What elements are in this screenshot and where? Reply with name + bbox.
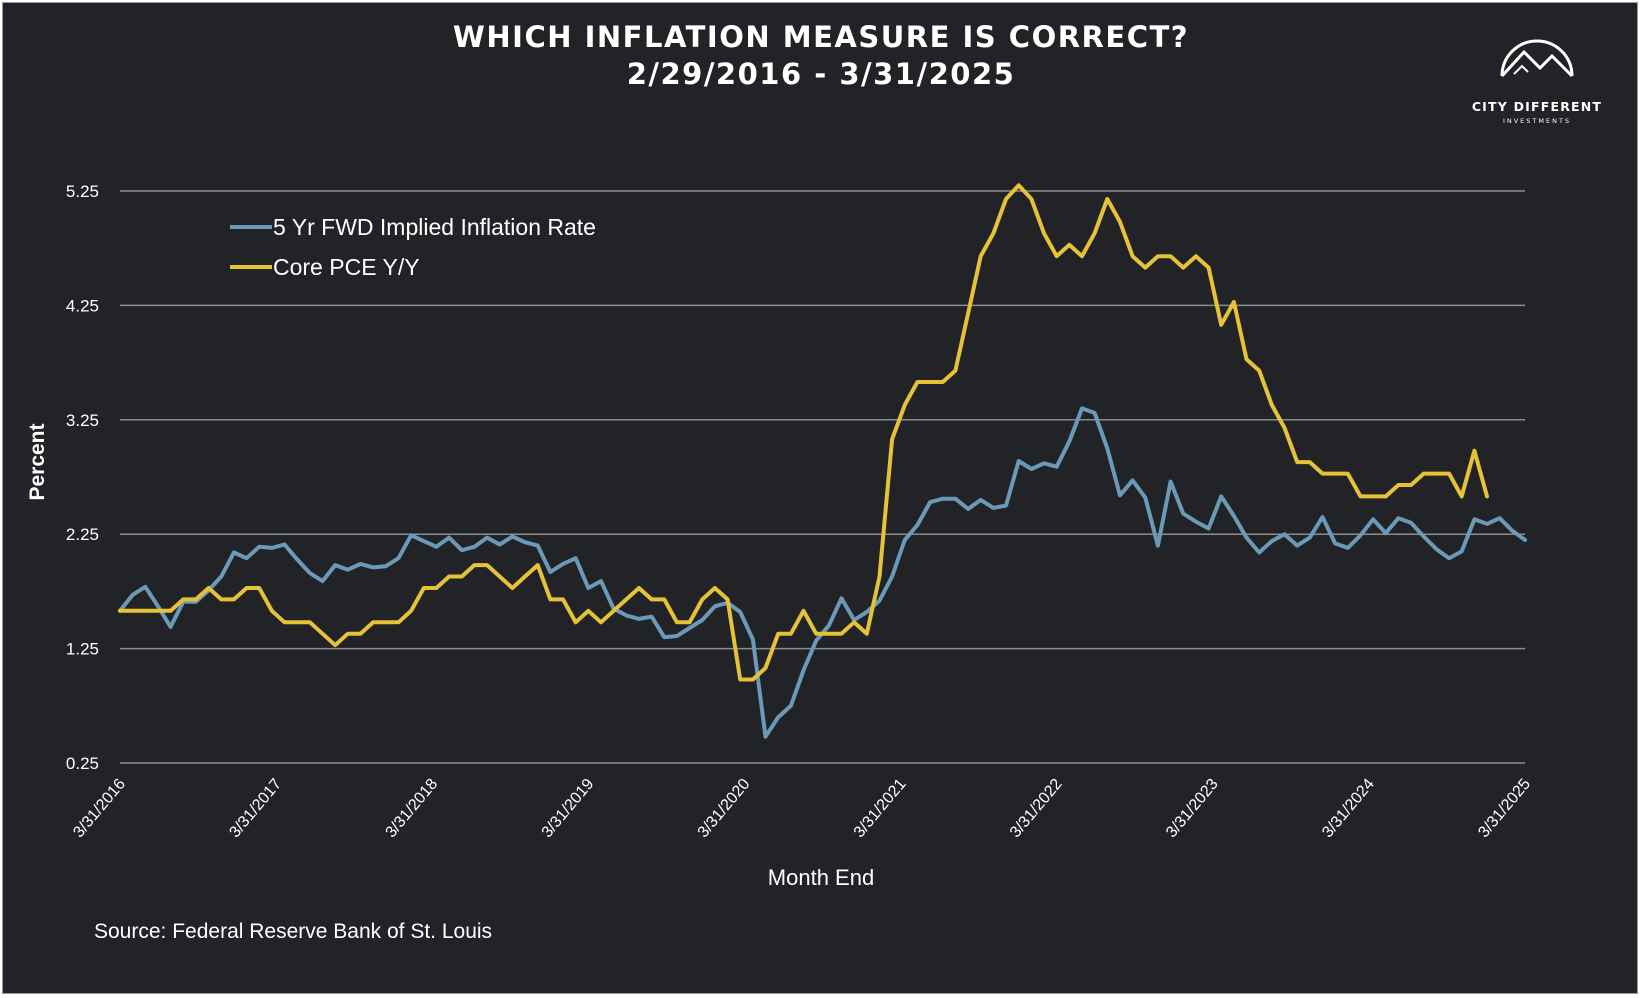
y-tick-label: 2.25 [66,525,99,544]
x-tick-label: 3/31/2021 [851,776,910,842]
y-tick-label: 5.25 [66,182,99,201]
source-note: Source: Federal Reserve Bank of St. Loui… [94,920,493,943]
y-axis-label: Percent [26,423,49,500]
x-tick-label: 3/31/2022 [1007,776,1066,842]
y-tick-label: 3.25 [66,411,99,430]
x-tick-label: 3/31/2017 [226,776,285,842]
legend-label: Core PCE Y/Y [273,254,420,280]
legend-label: 5 Yr FWD Implied Inflation Rate [273,214,596,240]
x-tick-label: 3/31/2025 [1475,776,1534,842]
gridlines [120,190,1525,764]
y-tick-label: 0.25 [66,754,99,773]
x-tick-label: 3/31/2018 [383,776,442,842]
chart-title: WHICH INFLATION MEASURE IS CORRECT? [452,20,1190,54]
mountain-circle-icon [1500,39,1574,78]
logo-subtitle: INVESTMENTS [1502,117,1572,125]
series-lines [118,183,1527,739]
x-tick-label: 3/31/2023 [1163,776,1222,842]
series-line-2 [118,183,1489,682]
x-axis-label: Month End [768,865,874,890]
x-tick-label: 3/31/2024 [1319,776,1378,842]
logo-name: CITY DIFFERENT [1471,99,1603,114]
x-tick-labels: 3/31/2016 3/31/2017 3/31/2018 3/31/2019 3/31… [70,776,1534,842]
x-tick-label: 3/31/2019 [539,776,598,842]
x-tick-label: 3/31/2016 [70,776,129,842]
series-line-1 [118,406,1527,739]
chart-subtitle: 2/29/2016 - 3/31/2025 [626,57,1016,91]
legend: 5 Yr FWD Implied Inflation Rate Core PCE … [230,214,596,280]
y-tick-labels: 0.25 1.25 2.25 3.25 4.25 5.25 [66,182,99,773]
y-tick-label: 1.25 [66,640,99,659]
x-tick-label: 3/31/2020 [695,776,754,842]
y-tick-label: 4.25 [66,296,99,315]
